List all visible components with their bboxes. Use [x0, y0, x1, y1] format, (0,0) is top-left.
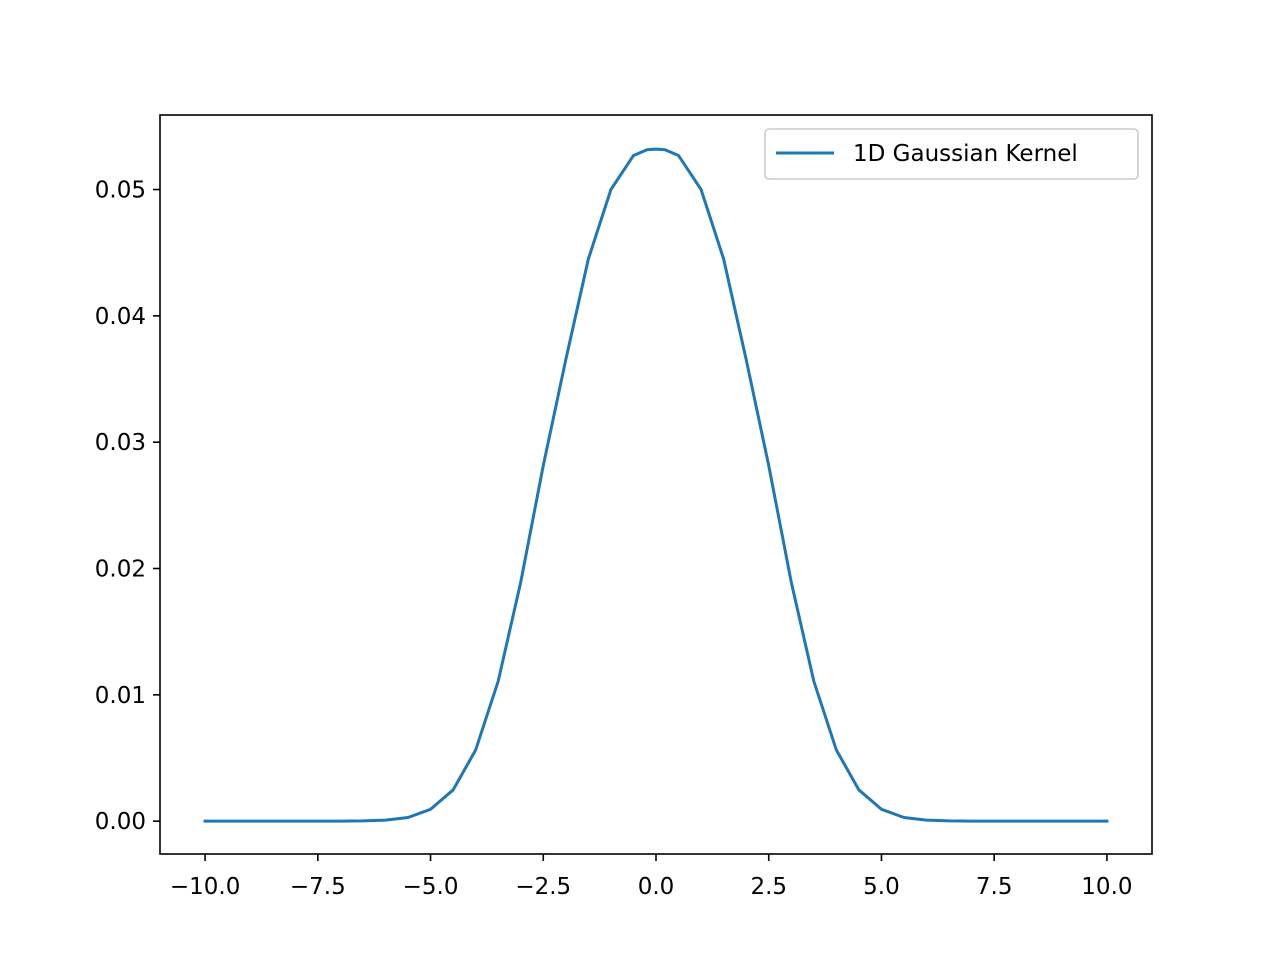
legend-label: 1D Gaussian Kernel: [853, 141, 1078, 167]
x-axis-ticks: −10.0 −7.5 −5.0 −2.5 0.0 2.5 5.0 7.5 10.0: [170, 854, 1133, 900]
series-layer: [203, 147, 1109, 823]
y-axis-ticks: 0.00 0.01 0.02 0.03 0.04 0.05: [95, 178, 160, 835]
y-tick-label: 0.00: [95, 809, 146, 835]
x-tick-label: 7.5: [976, 874, 1013, 900]
y-tick-label: 0.01: [95, 683, 146, 709]
legend-box: [764, 128, 1139, 180]
y-tick-label: 0.05: [95, 178, 146, 204]
y-tick-label: 0.04: [95, 304, 146, 330]
plot-frame: [159, 114, 1153, 855]
x-tick-label: 5.0: [863, 874, 900, 900]
legend: 1D Gaussian Kernel: [764, 128, 1139, 180]
x-tick-label: 10.0: [1081, 874, 1132, 900]
plot-area: [160, 115, 1152, 854]
x-tick-label: 0.0: [638, 874, 675, 900]
x-tick-label: −7.5: [290, 874, 346, 900]
x-tick-label: 2.5: [750, 874, 787, 900]
y-tick-label: 0.02: [95, 557, 146, 583]
x-tick-label: −10.0: [170, 874, 240, 900]
series-line-gaussian-kernel: [203, 147, 1109, 823]
x-tick-label: −5.0: [403, 874, 459, 900]
x-tick-label: −2.5: [515, 874, 571, 900]
y-tick-label: 0.03: [95, 430, 146, 456]
